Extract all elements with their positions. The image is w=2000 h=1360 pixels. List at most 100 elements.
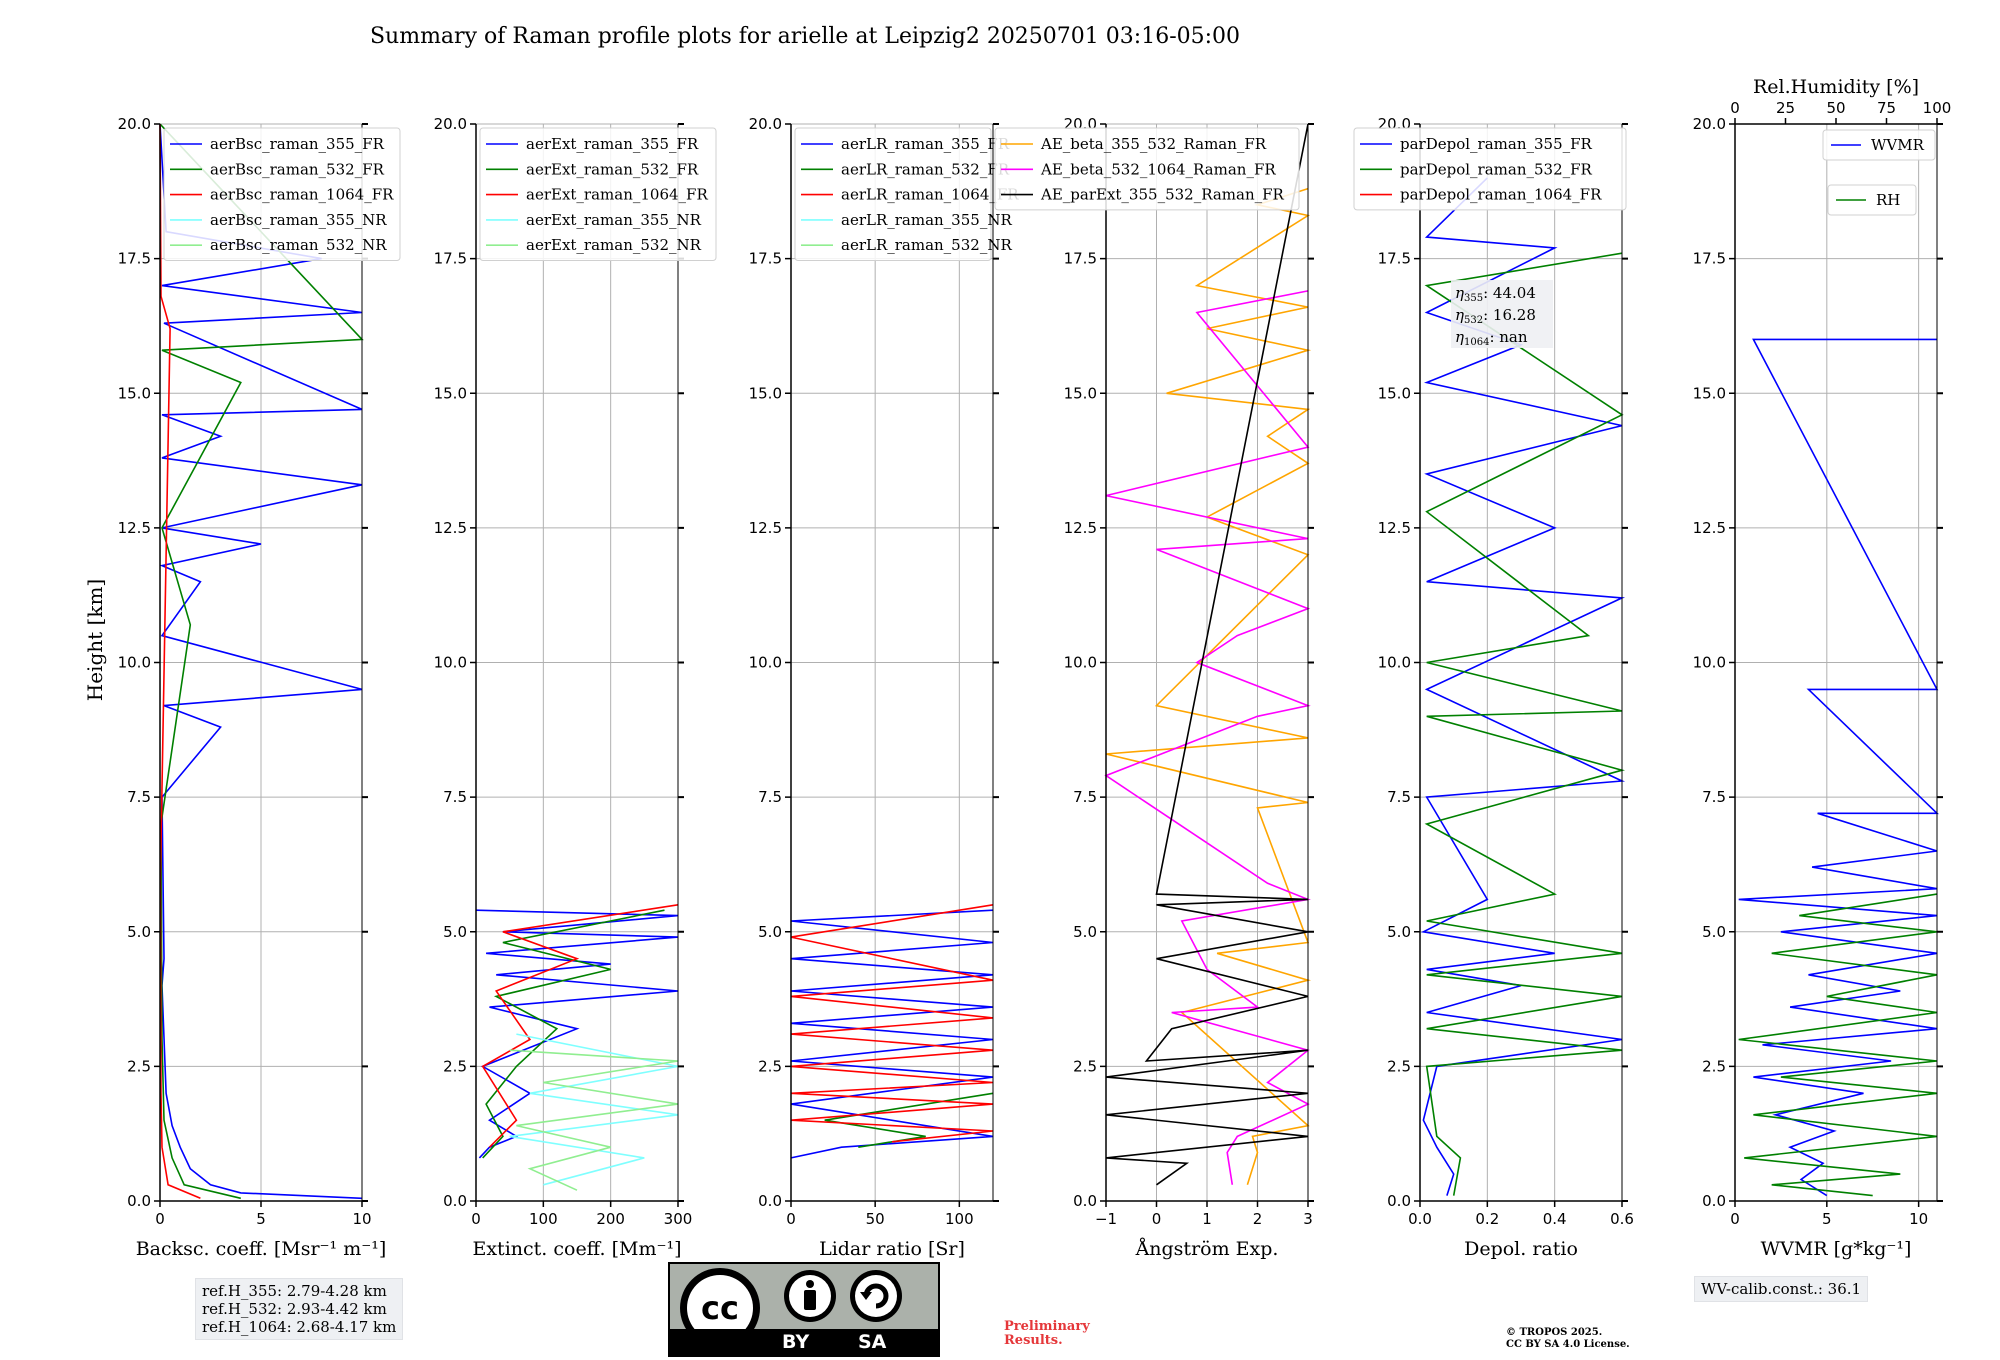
y-tick-label: 0.0 xyxy=(1702,1192,1726,1210)
series-parDepol_raman_532_FR xyxy=(1424,252,1626,1196)
eta-symbol: η xyxy=(1455,328,1464,346)
y-tick-label: 2.5 xyxy=(758,1057,782,1075)
eta-annotation: η355: 44.04 xyxy=(1455,284,1536,304)
y-tick-label: 0.0 xyxy=(1387,1192,1411,1210)
x-tick-label: 100 xyxy=(945,1210,974,1228)
y-tick-label: 7.5 xyxy=(1073,788,1097,806)
y-tick-label: 12.5 xyxy=(1693,519,1726,537)
x-tick-label: 5 xyxy=(1822,1210,1832,1228)
top-axis-tick-label: 25 xyxy=(1776,99,1795,117)
attribution-head xyxy=(806,1280,814,1288)
panels: 0.02.55.07.510.012.515.017.520.00 5 10Back… xyxy=(118,76,1952,1260)
x-axis-label: Ångström Exp. xyxy=(1135,1238,1279,1260)
series-aerBsc_raman_532_FR xyxy=(159,123,364,1200)
x-tick-label: 10 xyxy=(352,1210,371,1228)
y-tick-label: 15.0 xyxy=(749,384,782,402)
x-axis-label: Depol. ratio xyxy=(1464,1238,1578,1260)
y-tick-label: 5.0 xyxy=(1073,923,1097,941)
eta-annotation: η532: 16.28 xyxy=(1455,306,1536,326)
legend-label-WVMR: WVMR xyxy=(1871,136,1925,154)
legend-label-aerBsc_raman_355_FR: aerBsc_raman_355_FR xyxy=(210,135,385,153)
x-tick-label: −1 xyxy=(1095,1210,1117,1228)
x-tick-label: 0 xyxy=(1730,1210,1740,1228)
x-tick-label: 0.0 xyxy=(1408,1210,1432,1228)
copyright-line-1: © TROPOS 2025. xyxy=(1506,1327,1603,1338)
x-axis-label: WVMR [g*kg⁻¹] xyxy=(1761,1238,1912,1260)
series-aerExt_raman_1064_FR xyxy=(481,904,679,1148)
eta-subscript: 532 xyxy=(1464,315,1483,326)
y-tick-label: 10.0 xyxy=(118,654,151,672)
series-parDepol_raman_355_FR xyxy=(1420,177,1626,1196)
series-AE_beta_532_1064_Raman_FR xyxy=(1104,290,1311,1185)
y-tick-label: 20.0 xyxy=(434,115,467,133)
ref-height-355: ref.H_355: 2.79-4.28 km xyxy=(202,1282,387,1300)
legend-label-aerLR_raman_355_FR: aerLR_raman_355_FR xyxy=(841,135,1010,153)
legend-box xyxy=(994,127,1300,211)
y-tick-label: 2.5 xyxy=(1702,1057,1726,1075)
y-tick-label: 15.0 xyxy=(1693,384,1726,402)
eta-subscript: 1064 xyxy=(1464,337,1489,348)
legend-label-parDepol_raman_532_FR: parDepol_raman_532_FR xyxy=(1400,160,1593,178)
y-tick-label: 10.0 xyxy=(1693,654,1726,672)
legend-label-aerLR_raman_532_FR: aerLR_raman_532_FR xyxy=(841,160,1010,178)
legend-label-aerLR_raman_532_NR: aerLR_raman_532_NR xyxy=(841,236,1012,254)
x-tick-label: 0.6 xyxy=(1610,1210,1634,1228)
panel-2: 0.0 2.5 5.0 7.5 10.0 12.5 15.0 17.5 20.0 0 100 200 3… xyxy=(434,115,717,1260)
y-tick-label: 10.0 xyxy=(1064,654,1097,672)
y-tick-label: 12.5 xyxy=(1064,519,1097,537)
y-tick-label: 2.5 xyxy=(443,1057,467,1075)
series-aerExt_raman_355_NR xyxy=(509,1033,679,1186)
legend-box xyxy=(1827,184,1917,216)
legend-box xyxy=(1353,127,1627,211)
x-axis-label: Extinct. coeff. [Mm⁻¹] xyxy=(472,1238,681,1260)
series-aerExt_raman_532_FR xyxy=(482,909,665,1159)
cc-by-sa-badge: cc BY SA xyxy=(668,1262,940,1357)
attribution-body xyxy=(804,1290,816,1310)
eta-symbol: η xyxy=(1455,306,1464,324)
legend-label-aerExt_raman_355_NR: aerExt_raman_355_NR xyxy=(526,211,702,229)
y-tick-label: 17.5 xyxy=(1378,250,1411,268)
y-tick-label: 17.5 xyxy=(1064,250,1097,268)
y-tick-label: 10.0 xyxy=(434,654,467,672)
y-tick-label: 12.5 xyxy=(434,519,467,537)
eta-subscript: 355 xyxy=(1464,293,1483,304)
legend-label-aerExt_raman_355_FR: aerExt_raman_355_FR xyxy=(526,135,699,153)
x-tick-label: 0 xyxy=(1152,1210,1162,1228)
eta-box xyxy=(1451,280,1553,348)
x-tick-label: 0 xyxy=(155,1210,165,1228)
y-tick-label: 2.5 xyxy=(1073,1057,1097,1075)
badge-by-text: BY xyxy=(782,1331,810,1353)
eta-value: : 16.28 xyxy=(1483,306,1536,324)
eta-annotation: η1064: nan xyxy=(1455,328,1528,348)
x-tick-label: 0 xyxy=(786,1210,796,1228)
y-tick-label: 20.0 xyxy=(1693,115,1726,133)
y-tick-label: 7.5 xyxy=(1387,788,1411,806)
y-tick-label: 15.0 xyxy=(1064,384,1097,402)
x-tick-label: 100 xyxy=(529,1210,558,1228)
series-AE_parExt_355_532_Raman_FR xyxy=(1105,123,1309,1186)
series-aerBsc_raman_355_FR xyxy=(159,123,363,1200)
y-tick-label: 2.5 xyxy=(1387,1057,1411,1075)
badge-sa-text: SA xyxy=(858,1331,887,1353)
legend-label-parDepol_raman_1064_FR: parDepol_raman_1064_FR xyxy=(1400,186,1602,204)
x-tick-label: 1 xyxy=(1202,1210,1212,1228)
legend-label-aerExt_raman_1064_FR: aerExt_raman_1064_FR xyxy=(526,186,708,204)
x-tick-label: 10 xyxy=(1909,1210,1928,1228)
y-tick-label: 5.0 xyxy=(758,923,782,941)
y-tick-label: 17.5 xyxy=(118,250,151,268)
y-tick-label: 15.0 xyxy=(434,384,467,402)
y-tick-label: 7.5 xyxy=(443,788,467,806)
top-axis-tick-label: 0 xyxy=(1730,99,1740,117)
y-tick-label: 15.0 xyxy=(118,384,151,402)
top-axis-tick-label: 75 xyxy=(1877,99,1896,117)
figure-title: Summary of Raman profile plots for ariel… xyxy=(370,24,1240,49)
x-tick-label: 5 xyxy=(256,1210,266,1228)
y-tick-label: 5.0 xyxy=(1387,923,1411,941)
legend-box xyxy=(794,127,992,261)
x-tick-label: 0 xyxy=(471,1210,481,1228)
cc-logo-inner xyxy=(687,1275,753,1341)
y-tick-label: 7.5 xyxy=(127,788,151,806)
legend-label-aerBsc_raman_532_FR: aerBsc_raman_532_FR xyxy=(210,160,385,178)
legend-label-aerExt_raman_532_FR: aerExt_raman_532_FR xyxy=(526,160,699,178)
